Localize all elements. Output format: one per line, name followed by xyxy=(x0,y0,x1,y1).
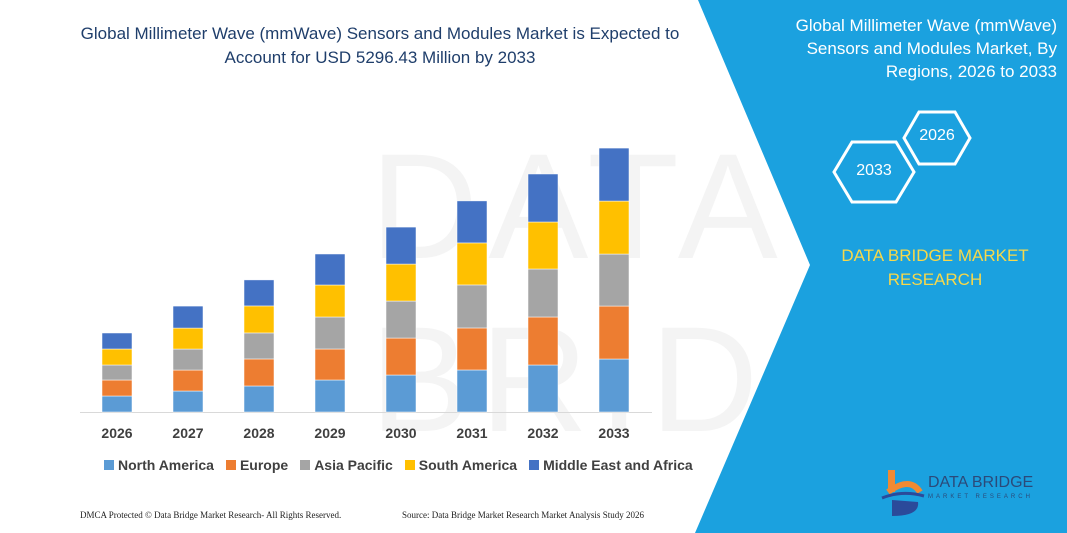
bar-2030-asia-pacific xyxy=(385,300,417,339)
bar-2026-north-america xyxy=(101,395,133,413)
legend-swatch xyxy=(225,460,236,470)
legend-swatch xyxy=(404,460,415,470)
bar-2032-north-america xyxy=(527,364,559,413)
bar-2033-south-america xyxy=(598,200,630,255)
bar-2028-asia-pacific xyxy=(243,332,275,360)
bar-2032-south-america xyxy=(527,221,559,270)
copyright-footer: DMCA Protected © Data Bridge Market Rese… xyxy=(80,510,342,520)
bar-2031-europe xyxy=(456,327,488,371)
bar-2033-europe xyxy=(598,305,630,360)
bar-2031-asia-pacific xyxy=(456,284,488,329)
hex-label-2033: 2033 xyxy=(856,162,892,179)
bar-2026-south-america xyxy=(101,348,133,366)
bar-2033-north-america xyxy=(598,358,630,413)
bar-2027-middle-east-and-africa xyxy=(172,305,204,329)
stacked-bar-chart: 2026 2027 2028 2029 2030 2031 2032 2033 xyxy=(80,147,652,441)
hex-label-2026: 2026 xyxy=(919,127,955,144)
chart-title: Global Millimeter Wave (mmWave) Sensors … xyxy=(80,24,680,67)
hexagon-2033: 2033 xyxy=(832,140,916,204)
bar-2028-europe xyxy=(243,358,275,387)
x-tick-label: 2030 xyxy=(385,425,416,441)
hexagon-2026: 2026 xyxy=(902,110,972,166)
bar-2028-north-america xyxy=(243,385,275,413)
bar-2030-north-america xyxy=(385,374,417,413)
bar-2027-asia-pacific xyxy=(172,348,204,371)
panel-title: Global Millimeter Wave (mmWave) Sensors … xyxy=(795,16,1057,81)
bar-2030-south-america xyxy=(385,263,417,302)
bar-2029-north-america xyxy=(314,379,346,413)
legend-label: Asia Pacific xyxy=(314,457,393,473)
bar-2031-south-america xyxy=(456,242,488,286)
x-tick-label: 2028 xyxy=(243,425,274,441)
bar-2031-north-america xyxy=(456,369,488,413)
bar-2027-south-america xyxy=(172,327,204,350)
brand-text: DATA BRIDGE MARKET RESEARCH xyxy=(841,246,1029,289)
x-tick-label: 2029 xyxy=(314,425,345,441)
legend: North America Europe Asia Pacific South Ame… xyxy=(104,457,693,473)
bar-2029-europe xyxy=(314,348,346,381)
legend-label: Europe xyxy=(239,457,289,473)
bar-2029-middle-east-and-africa xyxy=(314,253,346,286)
bar-2027-europe xyxy=(172,369,204,392)
bar-2029-south-america xyxy=(314,284,346,318)
bar-2028-middle-east-and-africa xyxy=(243,279,275,307)
legend-item: Asia Pacific xyxy=(300,457,393,473)
bar-2026-europe xyxy=(101,379,133,397)
bar-2030-europe xyxy=(385,337,417,376)
bar-2032-asia-pacific xyxy=(527,268,559,318)
x-tick-label: 2032 xyxy=(527,425,558,441)
legend-item: Middle East and Africa xyxy=(529,457,693,473)
bar-2030-middle-east-and-africa xyxy=(385,226,417,265)
x-tick-label: 2031 xyxy=(456,425,487,441)
legend-item: North America xyxy=(104,457,214,473)
logo-subtext: MARKET RESEARCH xyxy=(928,494,1033,500)
x-tick-label: 2027 xyxy=(172,425,203,441)
x-tick-label: 2026 xyxy=(101,425,132,441)
bar-2031-middle-east-and-africa xyxy=(456,200,488,244)
source-footer: Source: Data Bridge Market Research Mark… xyxy=(402,510,644,520)
bar-2033-middle-east-and-africa xyxy=(598,147,630,202)
bar-2033-asia-pacific xyxy=(598,253,630,307)
bar-2026-asia-pacific xyxy=(101,364,133,381)
legend-swatch xyxy=(529,460,540,470)
legend-label: North America xyxy=(118,457,214,473)
legend-label: Middle East and Africa xyxy=(543,457,693,473)
x-tick-label: 2033 xyxy=(598,425,629,441)
bar-2032-europe xyxy=(527,316,559,366)
bar-2032-middle-east-and-africa xyxy=(527,173,559,223)
logo-text: DATA BRIDGE xyxy=(928,474,1034,491)
bar-2028-south-america xyxy=(243,305,275,334)
legend-swatch xyxy=(300,460,311,470)
legend-item: South America xyxy=(404,457,518,473)
data-bridge-logo-icon xyxy=(881,470,925,516)
legend-label: South America xyxy=(418,457,518,473)
legend-swatch xyxy=(104,460,114,470)
bar-2026-middle-east-and-africa xyxy=(101,332,133,350)
bar-2027-north-america xyxy=(172,390,204,413)
bar-2029-asia-pacific xyxy=(314,316,346,350)
legend-item: Europe xyxy=(225,457,289,473)
